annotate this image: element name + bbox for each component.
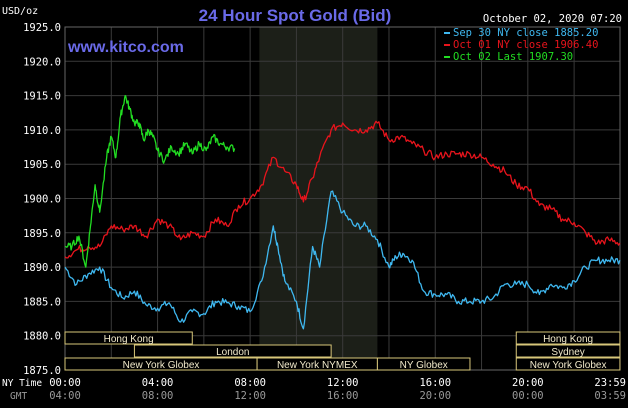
- y-tick-label: 1905.0: [23, 159, 61, 171]
- session-label: New York Globex: [123, 360, 200, 371]
- x-tick-label-ny: 16:00: [419, 377, 451, 389]
- legend-entry: Oct 01 NY close 1906.40: [453, 39, 598, 51]
- y-tick-label: 1880.0: [23, 331, 61, 343]
- chart-title: 24 Hour Spot Gold (Bid): [199, 6, 392, 25]
- y-tick-label: 1900.0: [23, 194, 61, 206]
- legend-entry: Oct 02 Last 1907.30: [453, 51, 573, 63]
- series-line: [64, 190, 621, 330]
- session-box: [515, 357, 621, 371]
- date-label: October 02, 2020 07:20: [483, 13, 622, 25]
- series-line: [64, 120, 621, 259]
- session-box: [133, 344, 332, 358]
- y-tick-label: 1890.0: [23, 262, 61, 274]
- y-tick-label: 1895.0: [23, 228, 61, 240]
- session-label: Sydney: [551, 347, 584, 358]
- x-tick-label-ny: 23:59: [594, 377, 626, 389]
- x-tick-label-gmt: 04:00: [49, 390, 81, 402]
- x-tick-label-ny: 00:00: [49, 377, 81, 389]
- x-tick-label-gmt: 00:00: [512, 390, 544, 402]
- y-tick-label: 1920.0: [23, 56, 61, 68]
- session-label: NY Globex: [400, 360, 448, 371]
- x-tick-label-ny: 12:00: [327, 377, 359, 389]
- session-box: [376, 357, 471, 371]
- x-row2-label: GMT: [10, 391, 27, 402]
- y-tick-label: 1910.0: [23, 125, 61, 137]
- y-unit-label: USD/oz: [2, 6, 38, 17]
- session-box: [515, 331, 621, 345]
- x-tick-label-ny: 20:00: [512, 377, 544, 389]
- x-tick-label-ny: 04:00: [142, 377, 174, 389]
- x-tick-label-gmt: 03:59: [594, 390, 626, 402]
- x-tick-label-ny: 08:00: [234, 377, 266, 389]
- session-label: Hong Kong: [104, 334, 154, 345]
- series-line: [64, 94, 236, 268]
- session-label: New York Globex: [530, 360, 607, 371]
- x-tick-label-gmt: 20:00: [419, 390, 451, 402]
- watermark-text: www.kitco.com: [67, 39, 184, 56]
- y-tick-label: 1875.0: [23, 365, 61, 377]
- y-tick-label: 1915.0: [23, 91, 61, 103]
- legend-entry: Sep 30 NY close 1885.20: [453, 27, 598, 39]
- session-label: Hong Kong: [543, 334, 593, 345]
- session-label: London: [216, 347, 249, 358]
- x-row1-label: NY Time: [2, 378, 42, 389]
- session-box: [515, 344, 621, 358]
- x-tick-label-gmt: 16:00: [327, 390, 359, 402]
- x-tick-label-gmt: 12:00: [234, 390, 266, 402]
- session-label: New York NYMEX: [277, 360, 358, 371]
- y-tick-label: 1925.0: [23, 22, 61, 34]
- y-tick-label: 1885.0: [23, 296, 61, 308]
- x-tick-label-gmt: 08:00: [142, 390, 174, 402]
- session-box: [64, 331, 193, 345]
